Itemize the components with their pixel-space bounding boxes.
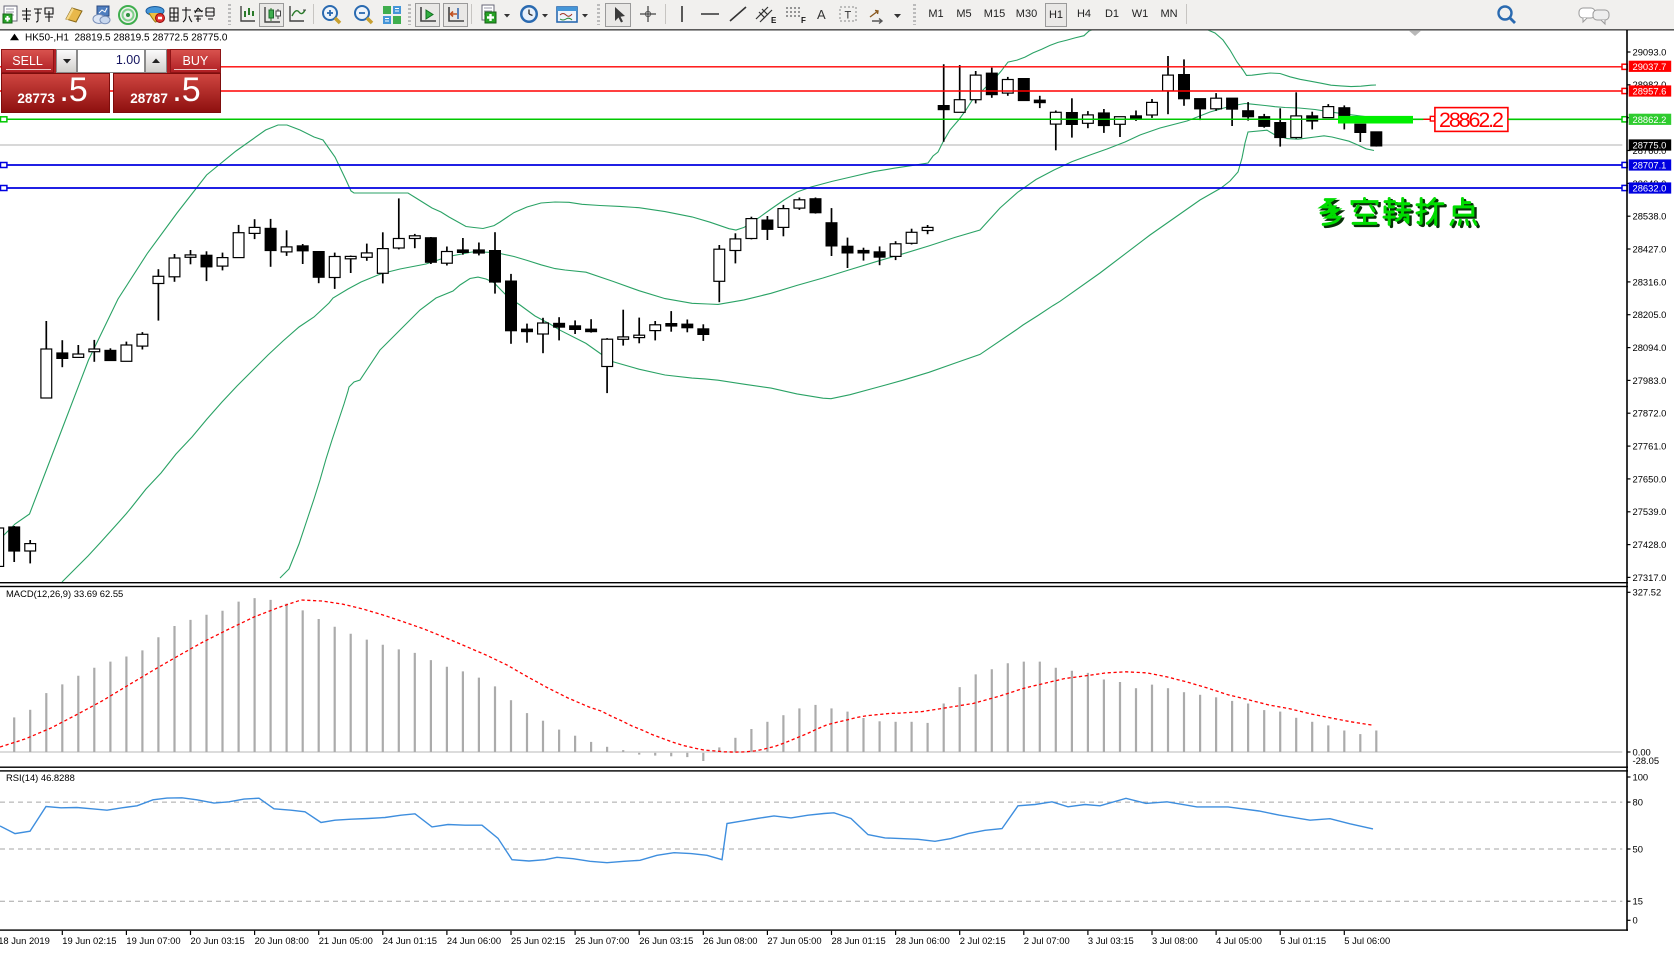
svg-text:19 Jun 02:15: 19 Jun 02:15 bbox=[62, 935, 116, 946]
svg-text:28775.0: 28775.0 bbox=[1633, 140, 1667, 151]
svg-text:28 Jun 01:15: 28 Jun 01:15 bbox=[832, 935, 886, 946]
svg-text:20 Jun 03:15: 20 Jun 03:15 bbox=[191, 935, 245, 946]
svg-text:28707.1: 28707.1 bbox=[1633, 160, 1667, 171]
svg-text:20 Jun 08:00: 20 Jun 08:00 bbox=[255, 935, 309, 946]
svg-text:RSI(14) 46.8288: RSI(14) 46.8288 bbox=[6, 772, 75, 783]
svg-text:0.00: 0.00 bbox=[1633, 746, 1651, 757]
svg-text:27872.0: 27872.0 bbox=[1633, 408, 1667, 419]
svg-text:27650.0: 27650.0 bbox=[1633, 473, 1667, 484]
svg-text:2 Jul 02:15: 2 Jul 02:15 bbox=[960, 935, 1006, 946]
svg-text:T: T bbox=[845, 9, 852, 21]
svg-text:A: A bbox=[817, 7, 826, 22]
svg-text:-28.05: -28.05 bbox=[1633, 755, 1660, 766]
svg-text:HK50-,H1 28819.5 28819.5 2877: HK50-,H1 28819.5 28819.5 28772.5 28775.0 bbox=[25, 33, 228, 44]
svg-text:26 Jun 08:00: 26 Jun 08:00 bbox=[703, 935, 757, 946]
svg-text:27 Jun 05:00: 27 Jun 05:00 bbox=[767, 935, 821, 946]
svg-text:28632.0: 28632.0 bbox=[1633, 183, 1667, 194]
svg-text:15: 15 bbox=[1633, 896, 1643, 907]
svg-text:29037.7: 29037.7 bbox=[1633, 61, 1667, 72]
svg-text:27983.0: 27983.0 bbox=[1633, 375, 1667, 386]
svg-text:0: 0 bbox=[1633, 915, 1638, 926]
svg-text:27428.0: 27428.0 bbox=[1633, 539, 1667, 550]
svg-text:28862.2: 28862.2 bbox=[1633, 114, 1667, 125]
svg-text:5 Jul 06:00: 5 Jul 06:00 bbox=[1344, 935, 1390, 946]
svg-text:25 Jun 02:15: 25 Jun 02:15 bbox=[511, 935, 565, 946]
svg-text:28538.0: 28538.0 bbox=[1633, 211, 1667, 222]
svg-text:26 Jun 03:15: 26 Jun 03:15 bbox=[639, 935, 693, 946]
svg-text:28094.0: 28094.0 bbox=[1633, 342, 1667, 353]
svg-text:24 Jun 01:15: 24 Jun 01:15 bbox=[383, 935, 437, 946]
svg-text:MACD(12,26,9) 33.69 62.55: MACD(12,26,9) 33.69 62.55 bbox=[6, 588, 123, 599]
svg-text:28316.0: 28316.0 bbox=[1633, 276, 1667, 287]
svg-text:27317.0: 27317.0 bbox=[1633, 572, 1667, 583]
svg-text:24 Jun 06:00: 24 Jun 06:00 bbox=[447, 935, 501, 946]
svg-text:28957.6: 28957.6 bbox=[1633, 86, 1667, 97]
svg-text:27761.0: 27761.0 bbox=[1633, 441, 1667, 452]
svg-text:50: 50 bbox=[1633, 843, 1643, 854]
svg-text:27539.0: 27539.0 bbox=[1633, 506, 1667, 517]
svg-text:28205.0: 28205.0 bbox=[1633, 309, 1667, 320]
svg-text:25 Jun 07:00: 25 Jun 07:00 bbox=[575, 935, 629, 946]
svg-text:327.52: 327.52 bbox=[1633, 587, 1662, 598]
svg-text:28982.0: 28982.0 bbox=[1633, 79, 1667, 90]
svg-text:4 Jul 05:00: 4 Jul 05:00 bbox=[1216, 935, 1262, 946]
svg-text:3 Jul 08:00: 3 Jul 08:00 bbox=[1152, 935, 1198, 946]
svg-text:28862.2: 28862.2 bbox=[1439, 108, 1504, 132]
svg-text:100: 100 bbox=[1633, 771, 1649, 782]
svg-text:21 Jun 05:00: 21 Jun 05:00 bbox=[319, 935, 373, 946]
svg-text:5 Jul 01:15: 5 Jul 01:15 bbox=[1280, 935, 1326, 946]
svg-text:29093.0: 29093.0 bbox=[1633, 46, 1667, 57]
svg-text:3 Jul 03:15: 3 Jul 03:15 bbox=[1088, 935, 1134, 946]
svg-text:19 Jun 07:00: 19 Jun 07:00 bbox=[126, 935, 180, 946]
svg-text:80: 80 bbox=[1633, 797, 1643, 808]
svg-text:28 Jun 06:00: 28 Jun 06:00 bbox=[896, 935, 950, 946]
svg-text:E: E bbox=[771, 16, 777, 25]
svg-text:28427.0: 28427.0 bbox=[1633, 243, 1667, 254]
svg-text:2 Jul 07:00: 2 Jul 07:00 bbox=[1024, 935, 1070, 946]
svg-text:18 Jun 2019: 18 Jun 2019 bbox=[0, 935, 50, 946]
svg-text:F: F bbox=[801, 16, 806, 25]
